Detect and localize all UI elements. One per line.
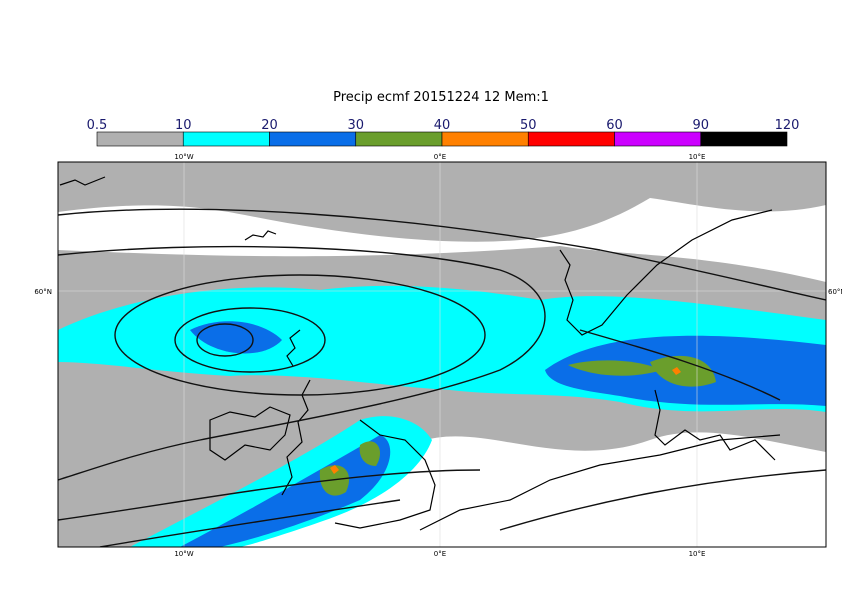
colorbar-segment (700, 131, 788, 147)
contour (58, 208, 826, 547)
colorbar-label: 90 (692, 118, 709, 133)
precip-area (190, 321, 282, 354)
precip-area (319, 465, 350, 496)
colorbar-label: 50 (520, 118, 537, 133)
colorbar-segment (441, 131, 529, 147)
lon-label: 10°E (689, 153, 706, 161)
contour (196, 323, 254, 357)
colorbar-segment (96, 131, 184, 147)
colorbar-segment (614, 131, 702, 147)
colorbar-segment (269, 131, 357, 147)
contour (174, 307, 326, 373)
colorbar-label: 60 (606, 118, 623, 133)
lon-label: 0°E (434, 550, 446, 558)
contour (114, 274, 486, 396)
colorbar: 0.5 10 20 30 40 50 60 90 120 (87, 118, 800, 147)
graticule (58, 162, 826, 547)
colorbar-segment (355, 131, 443, 147)
colorbar-label: 30 (347, 118, 364, 133)
map-frame (57, 161, 827, 548)
colorbar-label: 10 (175, 118, 192, 133)
precip-area (180, 435, 391, 547)
precip-area (568, 360, 662, 376)
colorbar-label: 20 (261, 118, 278, 133)
coastline (59, 176, 781, 531)
precip-area (650, 355, 716, 387)
colorbar-label: 0.5 (87, 118, 108, 133)
contour (58, 245, 546, 481)
title: Precip ecmf 20151224 12 Mem:1 (333, 90, 549, 105)
axis-labels: 10°W 10°W 0°E 0°E 10°E 10°E 60°N 60°N (34, 153, 842, 558)
colorbar-label: 120 (775, 118, 800, 133)
lon-label: 10°W (174, 153, 193, 161)
precip-area (58, 162, 826, 242)
lat-label: 60°N (828, 288, 842, 296)
colorbar-label: 40 (434, 118, 451, 133)
colorbar-segment (182, 131, 270, 147)
lon-label: 0°E (434, 153, 446, 161)
lon-label: 10°E (689, 550, 706, 558)
lat-label: 60°N (34, 288, 52, 296)
precip-area (359, 441, 381, 466)
map-area (58, 162, 826, 547)
colorbar-segment (527, 131, 615, 147)
lon-label: 10°W (174, 550, 193, 558)
